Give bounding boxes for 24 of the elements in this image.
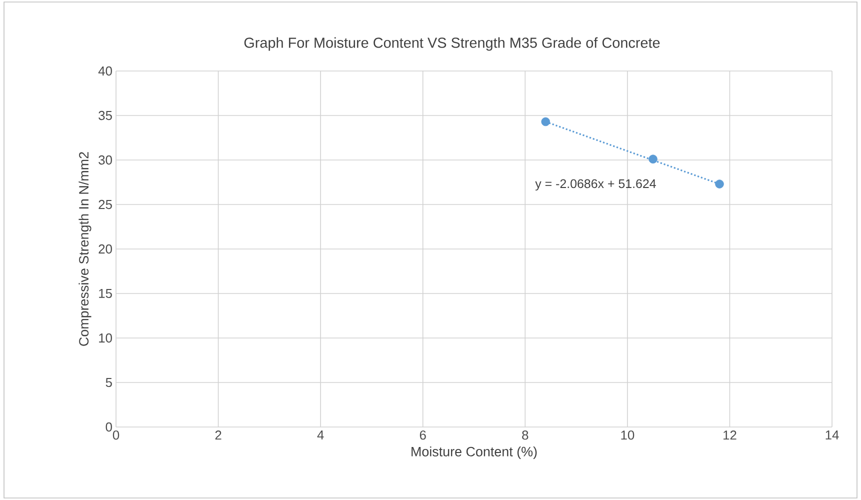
y-tick-label: 25	[98, 200, 112, 210]
x-tick-label: 0	[112, 430, 120, 440]
x-tick-label: 12	[724, 430, 736, 440]
x-tick-label: 14	[826, 430, 839, 440]
y-tick-label: 0	[106, 422, 112, 432]
y-tick-label: 40	[98, 66, 112, 76]
point	[541, 117, 550, 126]
x-tick-label: 10	[621, 430, 634, 440]
point	[715, 180, 724, 188]
x-tick-label: 8	[522, 430, 528, 440]
x-tick-label: 4	[317, 430, 324, 440]
y-tick-label: 10	[99, 333, 112, 343]
point	[648, 154, 658, 164]
y-tick-label: 20	[98, 244, 112, 254]
annotation: y = -2.0686x + 51.624	[535, 179, 656, 191]
y-axis-title: Compressive Strength In N/mm2	[78, 152, 92, 346]
y-tick-label: 5	[106, 378, 112, 388]
x-tick-label: 6	[420, 430, 426, 440]
y-tick-label: 35	[98, 110, 112, 120]
y-tick-label: 15	[99, 288, 112, 298]
x-axis-title: Moisture Content (%)	[412, 446, 537, 460]
x-tick-label: 2	[215, 430, 222, 440]
chart-title: Graph For Moisture Content VS Strength M35 Grade of Concrete	[244, 37, 660, 51]
y-tick-label: 30	[98, 155, 112, 165]
